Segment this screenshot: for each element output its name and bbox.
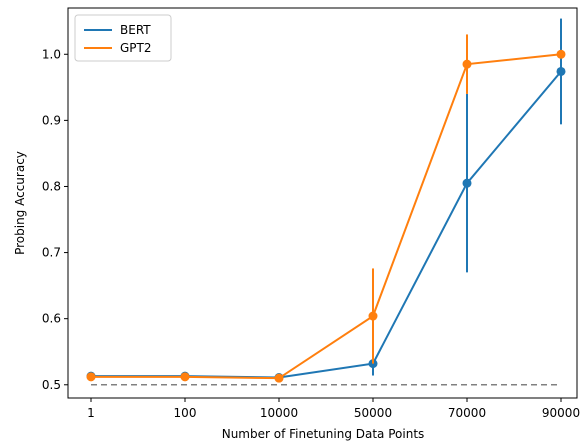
y-tick-label: 0.9 xyxy=(42,113,61,127)
x-tick-label: 70000 xyxy=(448,406,486,420)
y-tick-label: 0.6 xyxy=(42,312,61,326)
y-tick-label: 1.0 xyxy=(42,47,61,61)
legend-label-bert: BERT xyxy=(120,23,151,37)
legend-box xyxy=(74,14,172,62)
plot-area xyxy=(67,7,578,399)
data-point-gpt2 xyxy=(368,311,378,321)
data-point-gpt2 xyxy=(180,372,190,382)
y-tick-label: 0.8 xyxy=(42,179,61,193)
x-tick-label: 100 xyxy=(174,406,197,420)
x-tick-label: 90000 xyxy=(542,406,580,420)
data-point-bert xyxy=(462,178,472,188)
y-axis-label: Probing Accuracy xyxy=(13,151,27,255)
x-tick-label: 1 xyxy=(87,406,95,420)
x-axis-label: Number of Finetuning Data Points xyxy=(222,427,425,441)
legend-label-gpt2: GPT2 xyxy=(120,41,152,55)
x-tick-label: 10000 xyxy=(260,406,298,420)
y-tick-label: 0.7 xyxy=(42,246,61,260)
data-point-gpt2 xyxy=(86,372,96,382)
x-axis-ticks: 1 100 10000 50000 70000 90000 xyxy=(87,398,580,420)
data-point-bert xyxy=(556,66,566,76)
data-point-gpt2 xyxy=(274,373,284,383)
data-point-gpt2 xyxy=(462,59,472,69)
series-line-gpt2 xyxy=(91,53,562,380)
series-layer xyxy=(86,18,566,383)
legend: BERT GPT2 xyxy=(74,14,172,62)
x-tick-label: 50000 xyxy=(354,406,392,420)
data-point-gpt2 xyxy=(556,49,566,59)
y-axis-ticks: 0.5 0.6 0.7 0.8 0.9 1.0 xyxy=(42,47,68,392)
y-tick-label: 0.5 xyxy=(42,378,61,392)
